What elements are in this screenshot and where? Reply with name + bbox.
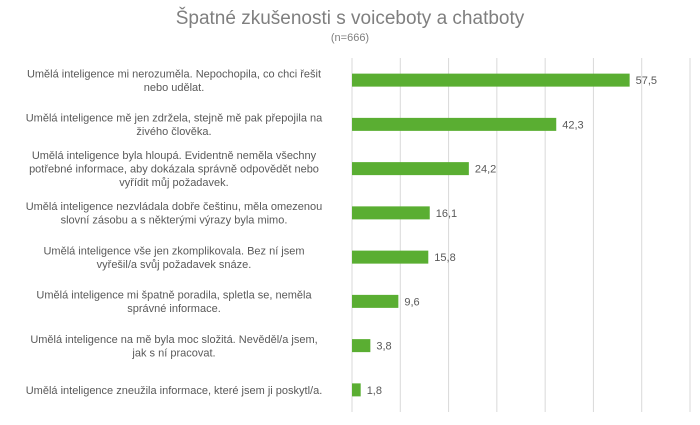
category-label: Umělá inteligence mi nerozuměla. Nepocho… [27,68,321,94]
category-label-line: nebo udělat. [144,82,205,94]
bar [352,162,469,176]
bar [352,383,361,397]
bar [352,117,557,131]
bar [352,339,371,353]
bar [352,294,399,308]
bar [352,206,430,220]
category-label-line: slovní zásobu a s některými výrazy byla … [61,215,288,227]
chart-title: Špatné zkušenosti s voiceboty a chatboty [175,8,525,29]
category-label-line: živého člověka. [136,126,211,138]
bar [352,250,429,264]
category-label-line: Umělá inteligence zneužila informace, kt… [26,385,323,397]
category-label: Umělá inteligence na mě byla moc složitá… [30,334,317,360]
category-label: Umělá inteligence zneužila informace, kt… [26,385,323,397]
data-label: 42,3 [562,119,583,131]
category-label: Umělá inteligence byla hloupá. Evidentně… [29,150,319,189]
category-label-line: Umělá inteligence mi špatně poradila, sp… [36,290,312,302]
data-label: 15,8 [434,252,455,264]
data-label: 24,2 [475,164,496,176]
bar [352,73,630,87]
category-label-line: vyřídit můj požadavek. [119,177,228,189]
data-label: 1,8 [367,385,382,397]
data-label: 57,5 [636,75,657,87]
category-label: Umělá inteligence mě jen zdržela, stejně… [26,113,323,139]
category-label-line: Umělá inteligence byla hloupá. Evidentně… [32,150,317,162]
data-label: 16,1 [436,208,457,220]
chart-subtitle: (n=666) [330,32,370,44]
category-label-line: Umělá inteligence mi nerozuměla. Nepocho… [27,68,321,80]
category-label-line: vyřešil/a svůj požadavek snáze. [97,259,252,271]
category-label-line: správné informace. [127,303,221,315]
category-label: Umělá inteligence nezvládala dobře češti… [26,201,323,227]
category-label-line: potřebné informace, aby dokázala správně… [29,164,319,176]
category-label-line: Umělá inteligence na mě byla moc složitá… [30,334,317,346]
category-label-line: jak s ní pracovat. [131,347,215,359]
data-label: 3,8 [376,341,391,353]
category-label-line: Umělá inteligence mě jen zdržela, stejně… [26,113,323,125]
data-label: 9,6 [404,296,419,308]
category-label: Umělá inteligence vše jen zkomplikovala.… [43,245,304,271]
category-label: Umělá inteligence mi špatně poradila, sp… [36,290,312,316]
category-label-line: Umělá inteligence nezvládala dobře češti… [26,201,323,213]
category-label-line: Umělá inteligence vše jen zkomplikovala.… [43,245,304,257]
